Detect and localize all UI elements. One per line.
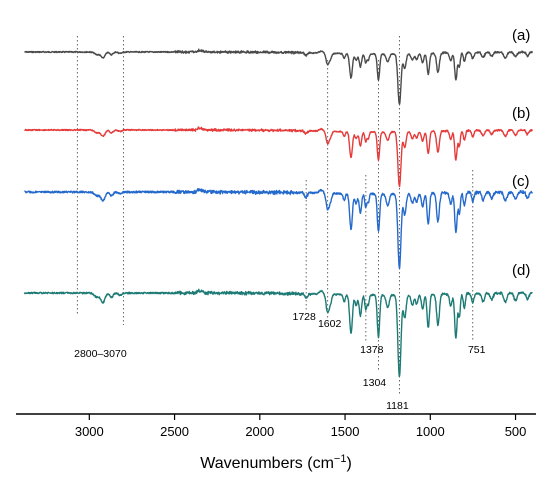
spectrum-line <box>24 188 533 269</box>
marker-lines <box>76 36 474 395</box>
x-tick-label: 3000 <box>75 424 104 439</box>
series-label: (d) <box>512 262 530 279</box>
x-tick-label: 500 <box>505 424 527 439</box>
x-axis: 3000 2500 2000 1500 1000 500 <box>16 413 536 439</box>
series-label: (a) <box>512 27 530 44</box>
x-tick-label: 1500 <box>331 424 360 439</box>
x-tick-label: 1000 <box>416 424 445 439</box>
spectrum-line <box>23 288 533 378</box>
peak-annotation: 1728 <box>292 311 316 323</box>
x-axis-label-main: Wavenumbers (cm <box>200 455 334 472</box>
peak-annotation: 1181 <box>386 400 409 412</box>
peak-annotation: 1378 <box>360 344 384 356</box>
spectra <box>23 48 533 378</box>
x-tick-label: 2000 <box>245 424 274 439</box>
peak-annotation: 2800–3070 <box>74 348 127 360</box>
spectrum-line <box>24 126 533 188</box>
x-axis-label-exponent: −1 <box>334 453 347 465</box>
x-axis-label: Wavenumbers (cm−1) <box>200 453 352 472</box>
peak-annotation: 751 <box>468 344 486 356</box>
peak-annotation: 1602 <box>318 318 342 330</box>
peak-annotation: 1304 <box>363 377 387 389</box>
spectrum-line <box>24 48 533 105</box>
x-tick-label: 2500 <box>160 424 189 439</box>
series-label: (c) <box>512 173 530 190</box>
x-axis-label-close: ) <box>346 455 351 472</box>
series-label: (b) <box>512 105 530 122</box>
series-labels: (a) (b) (c) (d) <box>512 27 530 279</box>
